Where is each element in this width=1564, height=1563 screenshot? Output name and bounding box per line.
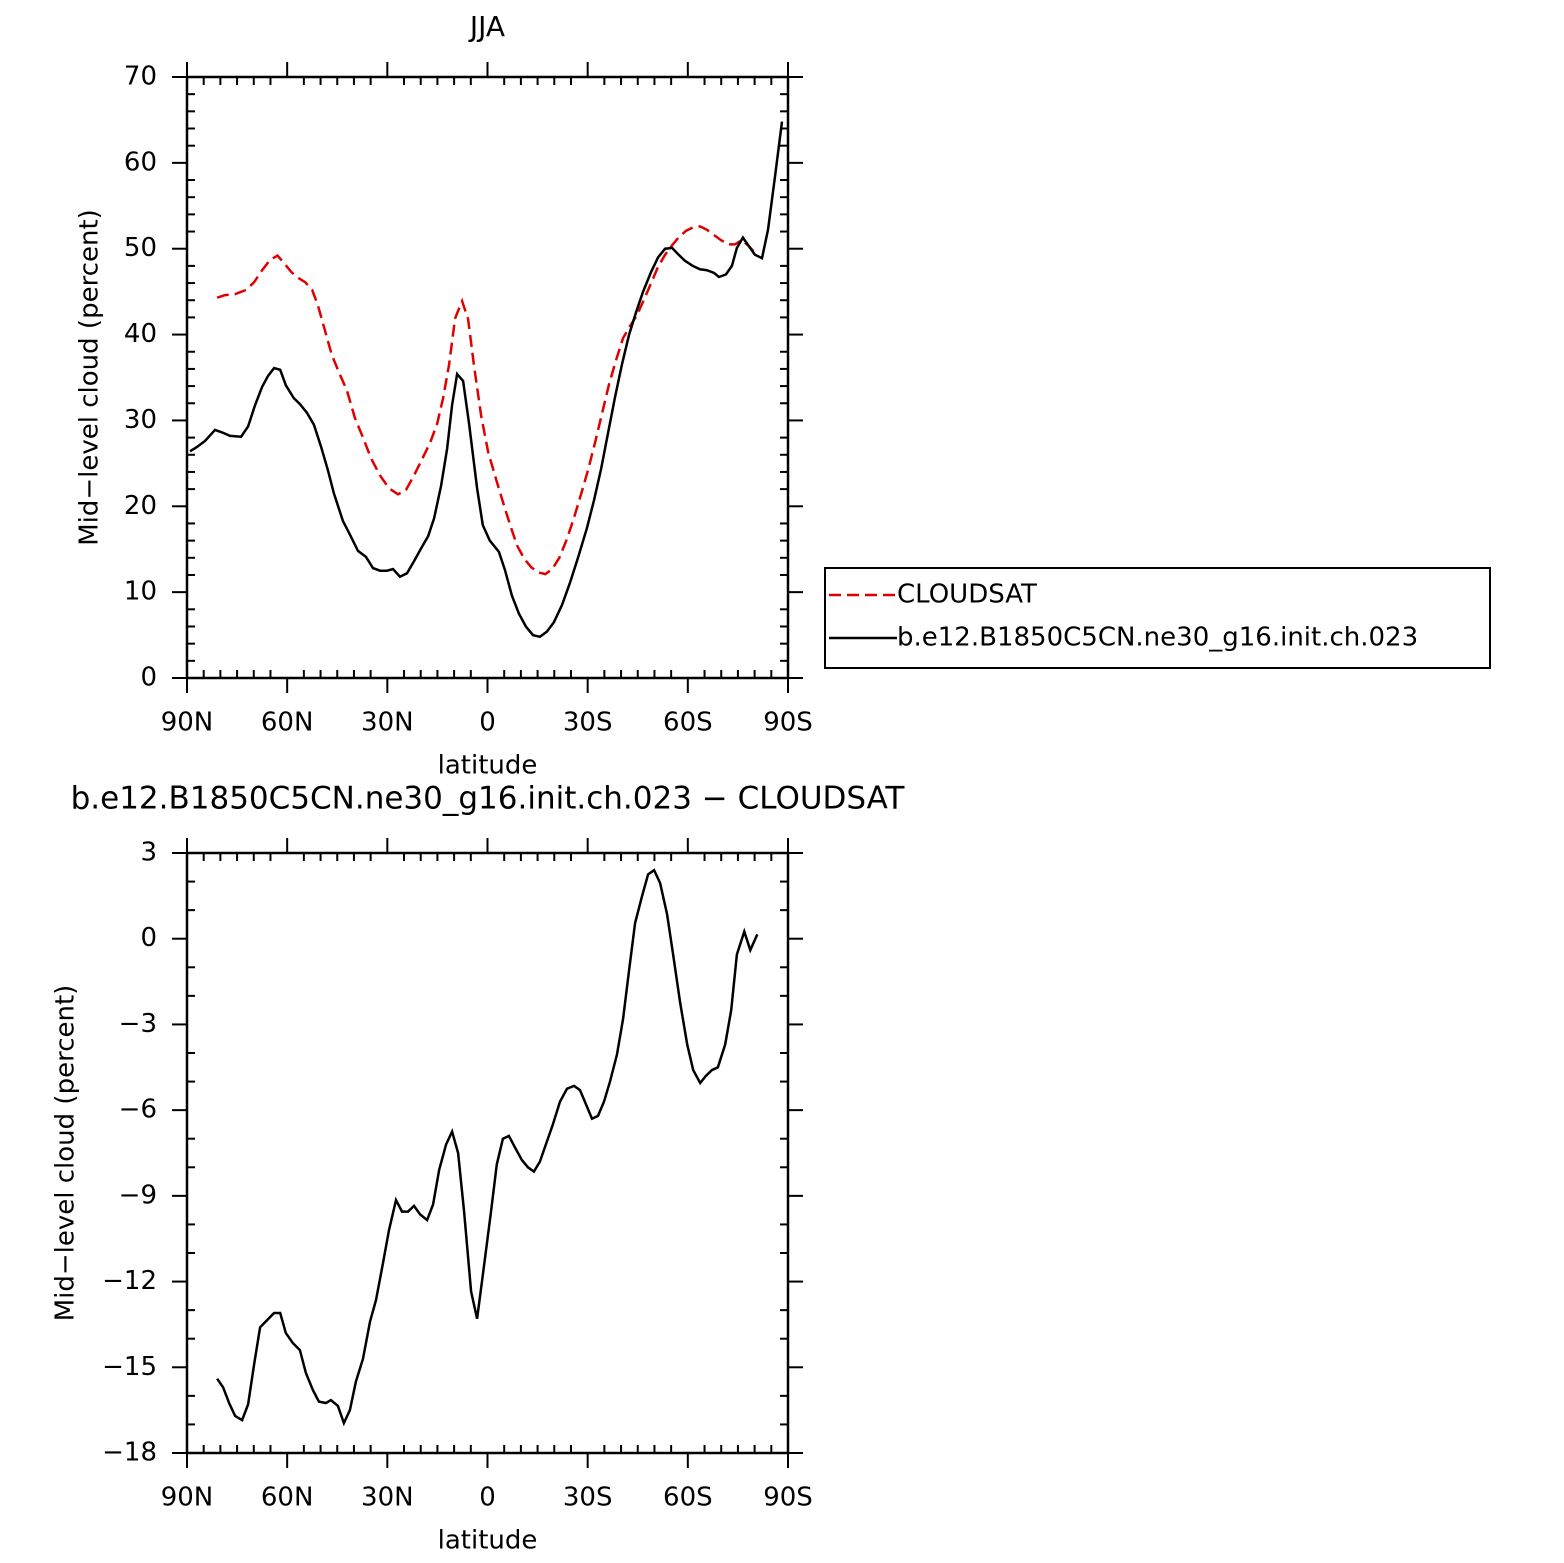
x-tick-label: 90N — [161, 708, 214, 738]
y-tick-label: 40 — [124, 319, 157, 349]
x-tick-label: 90N — [161, 1483, 214, 1513]
y-tick-label: 20 — [124, 491, 157, 521]
x-axis-label: latitude — [438, 751, 538, 781]
x-tick-label: 60N — [261, 1483, 314, 1513]
x-tick-label: 30S — [563, 708, 613, 738]
chart-title: JJA — [468, 10, 505, 43]
legend-label: CLOUDSAT — [897, 580, 1037, 610]
y-tick-label: 50 — [124, 233, 157, 263]
data-line — [216, 225, 757, 576]
x-tick-label: 90S — [763, 708, 813, 738]
x-tick-label: 30S — [563, 1483, 613, 1513]
y-tick-label: −15 — [102, 1352, 157, 1382]
chart-title: b.e12.B1850C5CN.ne30_g16.init.ch.023 − C… — [71, 781, 906, 817]
y-tick-label: 0 — [140, 663, 157, 693]
y-tick-label: 0 — [140, 923, 157, 953]
x-tick-label: 60S — [663, 708, 713, 738]
x-tick-label: 0 — [479, 1483, 496, 1513]
x-tick-label: 30N — [361, 708, 414, 738]
y-tick-label: −18 — [102, 1438, 157, 1468]
x-tick-label: 90S — [763, 1483, 813, 1513]
y-tick-label: −9 — [119, 1180, 157, 1210]
y-axis-label: Mid−level cloud (percent) — [51, 985, 81, 1322]
y-axis-label: Mid−level cloud (percent) — [75, 209, 105, 546]
plot-frame — [185, 851, 790, 1455]
legend-box — [824, 567, 1491, 669]
y-tick-label: −6 — [119, 1095, 157, 1125]
y-tick-label: −12 — [102, 1266, 157, 1296]
x-tick-label: 60N — [261, 708, 314, 738]
data-line — [189, 121, 784, 639]
y-tick-label: 3 — [140, 838, 157, 868]
y-tick-label: 10 — [124, 577, 157, 607]
x-tick-label: 60S — [663, 1483, 713, 1513]
y-tick-label: 70 — [124, 62, 157, 92]
plot-frame — [185, 75, 790, 680]
data-line — [216, 868, 759, 1427]
y-tick-label: 30 — [124, 405, 157, 435]
x-tick-label: 0 — [479, 708, 496, 738]
legend-label: b.e12.B1850C5CN.ne30_g16.init.ch.023 — [897, 623, 1418, 653]
x-tick-label: 30N — [361, 1483, 414, 1513]
y-tick-label: 60 — [124, 147, 157, 177]
x-axis-label: latitude — [438, 1526, 538, 1556]
y-tick-label: −3 — [119, 1009, 157, 1039]
